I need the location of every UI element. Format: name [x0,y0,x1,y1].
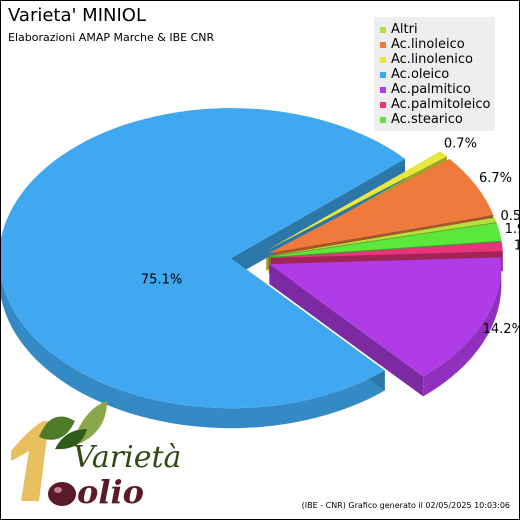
legend-label: Ac.stearico [391,112,463,127]
slice-value-label: 75.1% [141,272,182,287]
legend-item: Ac.linolenico [380,52,473,67]
pie-slice-ac-linoleico [268,158,494,254]
chart-title: Varieta' MINIOL [8,5,146,26]
legend-swatch [380,71,386,78]
legend-item: Ac.linoleico [380,37,465,52]
legend-label: Ac.linolenico [391,52,473,67]
legend-swatch [380,26,386,33]
legend-item: Ac.oleico [380,67,449,82]
legend-swatch [380,86,386,93]
pie-slice-ac-linolenico [266,151,447,251]
slice-value-label: 14.2% [483,322,519,337]
pie-slice-ac-stearico [270,223,502,257]
logo-text-top: Varietà [73,440,181,475]
pie-slice-altri [270,217,497,256]
pie-slice-ac-oleico [1,108,406,409]
legend: Altri Ac.linoleico Ac.linolenico Ac.oleico A… [374,17,495,131]
legend-label: Ac.oleico [391,67,450,82]
slice-value-label: 0.5% [500,209,519,224]
pie-slice-ac-palmitoleico [270,241,503,259]
legend-label: Ac.linoleico [391,37,465,52]
legend-label: Ac.palmitoleico [391,97,491,112]
slice-value-label: 1% [514,238,519,253]
slice-value-label: 6.7% [479,171,512,186]
legend-item: Ac.stearico [380,112,463,127]
footer-credit: (IBE - CNR) Grafico generato il 02/05/20… [301,501,510,510]
chart-subtitle: Elaborazioni AMAP Marche & IBE CNR [8,31,215,44]
legend-label: Ac.palmitico [391,82,471,97]
slice-value-label: 0.7% [444,137,477,152]
legend-item: Ac.palmitoleico [380,97,490,112]
legend-swatch [380,56,386,63]
legend-swatch [380,101,386,108]
logo-text-bottom: olio [77,473,144,511]
legend-swatch [380,41,386,48]
pie-slice-ac-palmitico [269,257,502,377]
legend-swatch [380,116,386,123]
legend-item: Ac.palmitico [380,82,471,97]
legend-label: Altri [391,22,418,37]
varieta-olio-logo: Varietà olio [11,401,181,511]
slice-value-label: 1.9% [505,222,519,237]
legend-item: Altri [380,22,418,37]
